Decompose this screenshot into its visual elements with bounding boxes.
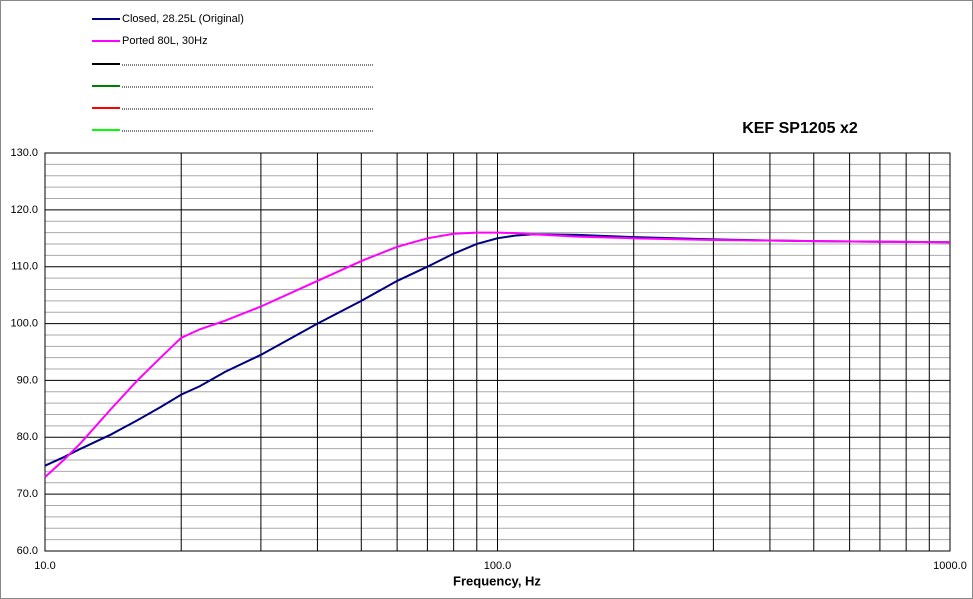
x-axis-label: Frequency, Hz xyxy=(453,573,541,588)
y-tick-label: 90.0 xyxy=(17,374,38,386)
x-tick-label: 10.0 xyxy=(34,560,55,572)
y-tick-label: 70.0 xyxy=(17,488,38,500)
y-tick-label: 110.0 xyxy=(11,261,38,273)
series-line xyxy=(44,231,951,478)
empty-legend-slots xyxy=(92,63,374,132)
x-tick-label: 100.0 xyxy=(484,560,512,572)
y-tick-label: 130.0 xyxy=(10,147,38,159)
x-tick-label: 1000.0 xyxy=(933,560,967,572)
plot-border xyxy=(44,152,951,552)
legend-label: Ported 80L, 30Hz xyxy=(122,35,208,47)
y-tick-label: 120.0 xyxy=(10,204,38,216)
y-tick-label: 60.0 xyxy=(17,545,38,557)
y-tick-label: 80.0 xyxy=(17,431,38,443)
chart-title: KEF SP1205 x2 xyxy=(742,120,858,137)
legend-label: Closed, 28.25L (Original) xyxy=(122,13,244,25)
y-tick-label: 100.0 xyxy=(10,317,38,329)
